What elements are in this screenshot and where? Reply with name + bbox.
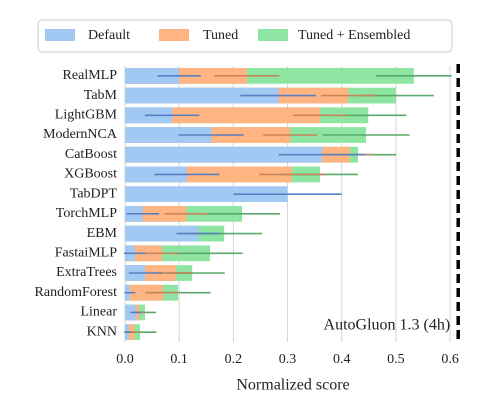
bar	[125, 67, 180, 84]
x-tick-label: 0.2	[225, 352, 243, 367]
legend-swatch	[159, 29, 189, 41]
y-tick-label: ModernNCA	[43, 127, 118, 142]
legend-box	[37, 19, 453, 53]
y-tick-label: FastaiMLP	[55, 246, 117, 261]
bar	[125, 87, 279, 104]
y-tick-label: XGBoost	[64, 167, 117, 182]
y-tick-label: ExtraTrees	[56, 265, 117, 280]
legend-label: Default	[88, 28, 130, 43]
y-tick-label: RandomForest	[35, 285, 118, 300]
y-tick-label: EBM	[87, 226, 118, 241]
reference-label: AutoGluon 1.3 (4h)	[324, 317, 451, 334]
y-tick-label: Linear	[80, 305, 117, 320]
bar	[125, 225, 199, 242]
x-tick-label: 0.5	[387, 352, 405, 367]
bar	[125, 127, 212, 143]
x-tick-label: 0.0	[116, 352, 134, 367]
y-tick-label: TabM	[84, 88, 118, 103]
bar	[125, 186, 288, 203]
y-tick-label: TabDPT	[70, 186, 118, 201]
y-tick-label: KNN	[87, 324, 117, 339]
y-tick-label: LightGBM	[55, 108, 118, 123]
legend-label: Tuned + Ensembled	[298, 28, 410, 43]
legend-label: Tuned	[203, 28, 238, 43]
bar	[125, 146, 323, 163]
bar	[125, 107, 321, 124]
legend-swatch	[45, 29, 75, 41]
y-tick-label: RealMLP	[63, 68, 118, 83]
x-tick-label: 0.4	[333, 352, 351, 367]
y-tick-label: CatBoost	[65, 147, 117, 162]
bar	[125, 284, 163, 301]
y-tick-label: TorchMLP	[56, 206, 117, 221]
legend-swatch	[258, 29, 288, 41]
x-tick-label: 0.1	[170, 352, 188, 367]
x-tick-label: 0.3	[279, 352, 297, 367]
x-tick-label: 0.6	[441, 352, 459, 367]
x-axis-label: Normalized score	[236, 377, 349, 394]
